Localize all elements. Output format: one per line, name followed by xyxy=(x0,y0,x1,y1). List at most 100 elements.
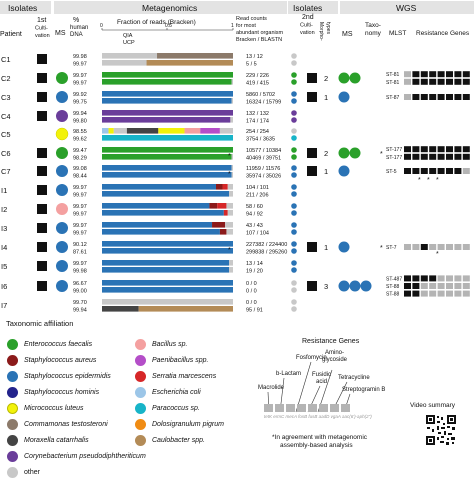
human-dna-value: 99.97 xyxy=(73,204,87,210)
bar-segment xyxy=(231,98,233,104)
legend-item: Moraxella catarrhalis xyxy=(7,434,89,446)
second-cultivation-square xyxy=(307,242,317,252)
ms-header: MS xyxy=(55,30,66,37)
legend-label: Serratia marcescens xyxy=(152,372,217,380)
legend-item: Staphylococcus aureus xyxy=(7,354,96,366)
fraction-header: Fraction of reads (Bracken) xyxy=(117,19,196,26)
resistance-genes-header: Resistance Genes xyxy=(416,30,470,37)
human-dna-value: 99.97 xyxy=(73,73,87,79)
resistance-gene-box xyxy=(437,146,445,153)
resistance-gene-box xyxy=(412,94,420,100)
organism-dot xyxy=(291,98,297,104)
legend-item: Paenibacillus spp. xyxy=(135,354,208,366)
first-cultivation-square xyxy=(37,185,47,195)
patient-id: C6 xyxy=(1,149,11,158)
read-count-value: 0 / 0 xyxy=(246,281,257,287)
organism-dot xyxy=(291,117,297,123)
read-count-value: 16324 / 15799 xyxy=(246,100,281,106)
resistance-gene-box xyxy=(412,283,420,289)
bar-segment xyxy=(229,267,233,273)
first-cultivation-square xyxy=(37,148,47,158)
organism-dot xyxy=(291,79,297,85)
bar-segment xyxy=(219,229,227,235)
human-dna-value: 99.97 xyxy=(73,62,87,68)
legend-item: Escherichia coli xyxy=(135,386,201,398)
read-count-value: 211 / 206 xyxy=(246,193,269,199)
legend-swatch xyxy=(7,466,18,478)
resistance-gene-box xyxy=(412,275,420,282)
resistance-star: * xyxy=(427,177,430,184)
morphotype-count: 1 xyxy=(324,243,328,252)
bar-segment xyxy=(102,299,233,305)
resistance-gene-box xyxy=(412,78,420,85)
bar-segment xyxy=(126,128,159,134)
ms-right-dot xyxy=(349,147,361,159)
resistance-gene-box xyxy=(429,168,437,174)
human-dna-value: 99.97 xyxy=(73,193,87,199)
bar-segment xyxy=(102,110,233,116)
ms-right-header: MS xyxy=(342,31,353,38)
read-count-value: 40469 / 39751 xyxy=(246,156,281,162)
resistance-gene-box xyxy=(420,290,428,297)
read-count-value: 43 / 43 xyxy=(246,223,263,229)
legend-swatch xyxy=(135,370,146,382)
organism-dot xyxy=(291,229,297,235)
resistance-gene-box xyxy=(437,168,445,174)
legend-label: Escherichia coli xyxy=(152,388,201,396)
organism-dot xyxy=(291,299,297,305)
label-tetracycline: Tetracycline xyxy=(338,375,370,381)
read-count-value: 13 / 14 xyxy=(246,261,263,267)
organism-dot xyxy=(291,184,297,190)
first-cultivation-square xyxy=(37,204,47,214)
ms-dot xyxy=(56,147,68,159)
bar-segment xyxy=(226,229,233,235)
ms-right-dot xyxy=(338,91,350,103)
read-count-value: 174 / 174 xyxy=(246,119,269,125)
resistance-gene-box xyxy=(437,153,445,160)
resistance-gene-box xyxy=(454,153,462,160)
video-summary-label: Video summary xyxy=(410,402,456,409)
resistance-gene-box xyxy=(429,244,437,250)
bar-segment xyxy=(222,184,228,190)
read-count-value: 58 / 60 xyxy=(246,204,263,210)
mlst-value: ST-81 xyxy=(386,72,400,78)
organism-dot xyxy=(291,191,297,197)
resistance-gene-box xyxy=(404,71,411,78)
human-dna-value: 99.62 xyxy=(73,137,87,143)
ms-right-dot xyxy=(338,165,350,177)
read-count-value: 132 / 132 xyxy=(246,111,269,117)
bar-segment xyxy=(102,91,233,97)
resistance-gene-box xyxy=(454,168,462,174)
resistance-gene-box xyxy=(412,168,420,174)
read-counts-header: abundant organism xyxy=(236,30,284,36)
resistance-gene-box xyxy=(462,71,470,78)
ms-dot xyxy=(56,110,68,122)
bar-segment xyxy=(108,128,114,134)
read-count-value: 3754 / 3635 xyxy=(246,137,275,143)
read-count-value: 299838 / 295260 xyxy=(246,250,287,256)
organism-dot xyxy=(291,53,297,59)
resistance-gene-box xyxy=(404,146,411,153)
resistance-gene-box xyxy=(404,275,411,282)
patient-id: I5 xyxy=(1,262,7,271)
read-count-value: 419 / 415 xyxy=(246,81,269,87)
agreement-star: * xyxy=(228,153,231,160)
resistance-gene-box xyxy=(404,244,411,250)
bar-segment xyxy=(226,203,233,209)
isolates-right-band xyxy=(288,1,338,14)
qr-code-icon[interactable] xyxy=(425,414,457,446)
mlst-value: ST-177 xyxy=(386,155,402,161)
resistance-gene-box xyxy=(446,283,453,289)
human-dna-value: 98.29 xyxy=(73,156,87,162)
bar-segment xyxy=(102,267,230,273)
organism-dot xyxy=(291,154,297,160)
bar-segment xyxy=(102,135,233,141)
patient-id: C4 xyxy=(1,112,11,121)
first-cultivation-square xyxy=(37,223,47,233)
resistance-gene-box xyxy=(404,94,411,100)
patient-header: Patient xyxy=(0,31,22,38)
bar-segment xyxy=(227,184,233,190)
bar-segment xyxy=(113,128,127,134)
resistance-gene-box xyxy=(429,283,437,289)
ms-right-dot xyxy=(338,280,350,292)
